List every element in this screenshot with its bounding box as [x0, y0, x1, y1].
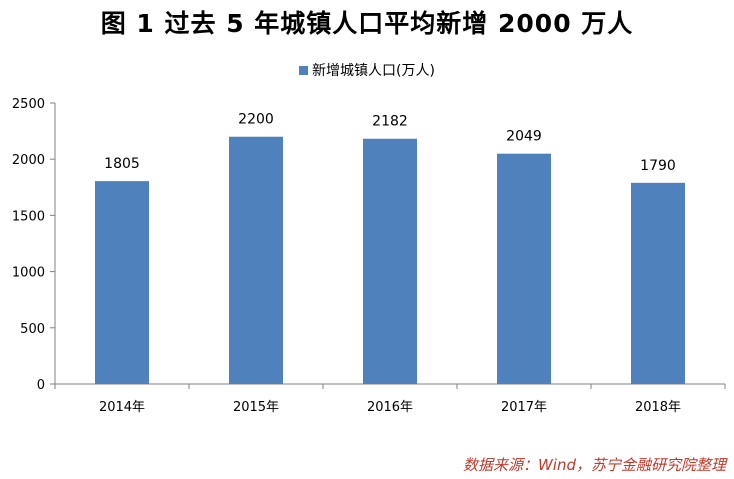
bar	[631, 182, 685, 384]
y-axis: 0 500 1000 1500 2000 2500	[12, 97, 56, 393]
y-tick-label: 2000	[12, 153, 45, 168]
y-tick-label: 2500	[12, 97, 45, 112]
data-label: 2049	[506, 129, 542, 145]
y-tick-label: 1000	[12, 266, 45, 281]
legend-label: 新增城镇人口(万人)	[312, 63, 435, 79]
y-tick-label: 0	[37, 378, 45, 393]
chart-title: 图 1 过去 5 年城镇人口平均新增 2000 万人	[100, 9, 634, 38]
x-tick-label: 2016年	[367, 400, 413, 415]
x-tick-label: 2015年	[233, 400, 279, 415]
y-tick-label: 1500	[12, 209, 45, 224]
data-label: 2182	[372, 114, 408, 130]
bars	[95, 136, 685, 384]
bar	[497, 153, 551, 384]
legend: 新增城镇人口(万人)	[0, 60, 734, 80]
data-label: 1805	[104, 156, 140, 172]
x-axis: 2014年 2015年 2016年 2017年 2018年	[54, 383, 726, 415]
data-label: 2200	[238, 112, 274, 128]
data-label: 1790	[640, 158, 676, 174]
source-note: 数据来源：Wind，苏宁金融研究院整理	[462, 456, 726, 474]
x-tick-label: 2018年	[635, 400, 681, 415]
x-tick-label: 2014年	[99, 400, 145, 415]
bar	[95, 181, 149, 384]
y-tick-label: 500	[20, 322, 45, 337]
bar	[363, 138, 417, 384]
legend-swatch	[299, 65, 309, 75]
x-tick-label: 2017年	[501, 400, 547, 415]
bar	[229, 136, 283, 384]
data-labels: 1805 2200 2182 2049 1790	[104, 112, 676, 174]
